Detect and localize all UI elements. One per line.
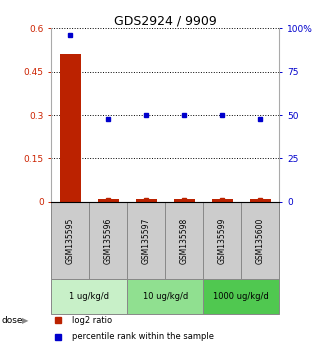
Bar <box>89 202 127 279</box>
Text: 1000 ug/kg/d: 1000 ug/kg/d <box>213 292 269 301</box>
Text: 1 ug/kg/d: 1 ug/kg/d <box>69 292 109 301</box>
Bar <box>250 199 271 202</box>
Bar <box>136 199 157 202</box>
Text: GSM135596: GSM135596 <box>104 217 113 264</box>
Bar <box>51 279 127 314</box>
Bar <box>60 55 81 202</box>
Text: log2 ratio: log2 ratio <box>72 316 112 325</box>
Bar <box>51 202 89 279</box>
Bar <box>165 202 203 279</box>
Bar <box>174 199 195 202</box>
Text: dose: dose <box>2 316 23 325</box>
Bar <box>212 199 233 202</box>
Bar <box>203 202 241 279</box>
Text: 10 ug/kg/d: 10 ug/kg/d <box>143 292 188 301</box>
Bar <box>127 279 203 314</box>
Text: GSM135598: GSM135598 <box>180 217 189 264</box>
Text: percentile rank within the sample: percentile rank within the sample <box>72 332 214 341</box>
Text: GSM135595: GSM135595 <box>66 217 75 264</box>
Bar <box>127 202 165 279</box>
Text: ▶: ▶ <box>22 316 28 325</box>
Text: GSM135600: GSM135600 <box>256 217 265 264</box>
Text: GSM135599: GSM135599 <box>218 217 227 264</box>
Title: GDS2924 / 9909: GDS2924 / 9909 <box>114 14 217 27</box>
Bar <box>241 202 279 279</box>
Bar <box>203 279 279 314</box>
Text: GSM135597: GSM135597 <box>142 217 151 264</box>
Bar <box>98 199 119 202</box>
